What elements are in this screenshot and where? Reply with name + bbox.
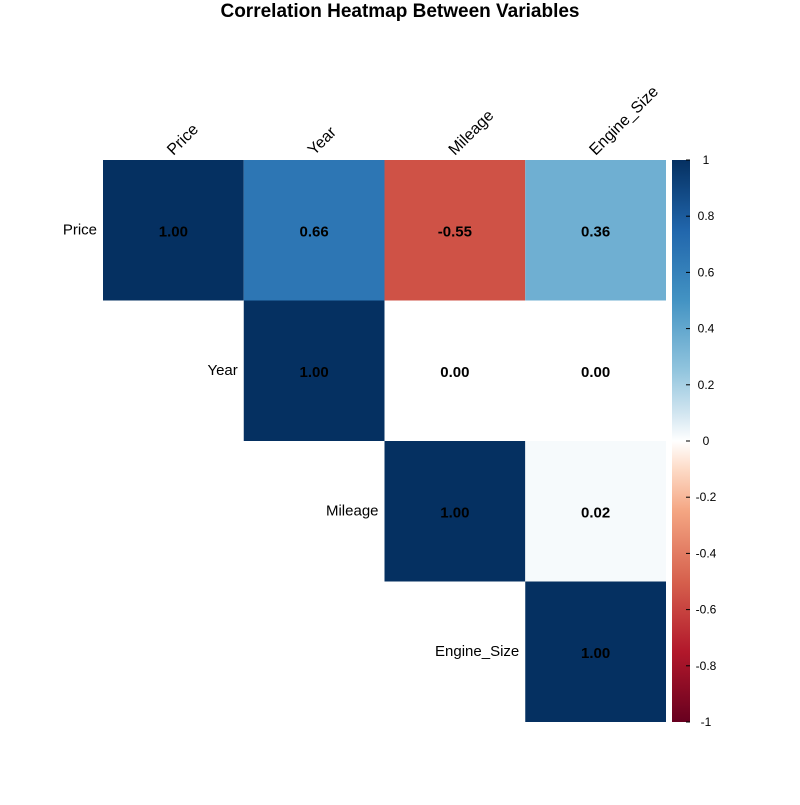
colorbar-tick-label: -0.6 [696, 603, 717, 617]
row-label-engine-size: Engine_Size [435, 643, 519, 660]
heatmap-cell-year-mileage [384, 300, 526, 441]
heatmap-cells [103, 160, 666, 722]
cell-value-label: 0.66 [300, 223, 329, 240]
colorbar-tick-label: -0.2 [696, 490, 717, 504]
heatmap-cell-year-engine-size [525, 300, 666, 441]
column-label-mileage: Mileage [446, 107, 498, 159]
heatmap-cell-year-year [243, 300, 385, 441]
heatmap-cell-price-year [243, 160, 385, 301]
colorbar-tick-label: -0.8 [696, 659, 717, 673]
heatmap-cell-price-engine-size [525, 160, 666, 301]
heatmap-cell-price-mileage [384, 160, 526, 301]
colorbar-tick-label: 0 [703, 434, 710, 448]
colorbar-tick-label: 0.2 [698, 378, 715, 392]
cell-value-label: 0.36 [581, 223, 610, 240]
cell-value-label: 1.00 [440, 504, 469, 521]
column-label-price: Price [164, 121, 202, 159]
cell-value-label: 1.00 [300, 364, 329, 381]
cell-value-label: 1.00 [159, 223, 188, 240]
row-label-year: Year [207, 362, 237, 379]
heatmap-cell-mileage-mileage [384, 441, 526, 582]
chart-title: Correlation Heatmap Between Variables [220, 1, 580, 22]
heatmap-cell-engine-size-engine-size [525, 581, 666, 722]
column-label-engine-size: Engine_Size [586, 83, 662, 159]
column-label-year: Year [305, 123, 340, 158]
colorbar-tick-label: -0.4 [696, 546, 717, 560]
cell-value-label: 0.00 [581, 364, 610, 381]
colorbar-gradient [672, 160, 690, 722]
colorbar: 1 0.8 0.6 0.4 0.2 0 -0.2 -0.4 -0.6 -0.8 -1 [672, 153, 717, 729]
colorbar-tick-label: 1 [703, 153, 710, 167]
heatmap-cell-mileage-engine-size [525, 441, 666, 582]
colorbar-tick-label: -1 [701, 715, 712, 729]
colorbar-tick-label: 0.8 [698, 209, 715, 223]
row-label-mileage: Mileage [326, 502, 379, 519]
colorbar-tick-label: 0.4 [698, 322, 715, 336]
heatmap-cell-price-price [103, 160, 244, 301]
row-label-price: Price [63, 221, 97, 238]
cell-value-label: 1.00 [581, 645, 610, 662]
cell-value-label: 0.02 [581, 504, 610, 521]
cell-value-label: -0.55 [438, 223, 472, 240]
colorbar-tick-label: 0.6 [698, 265, 715, 279]
cell-value-label: 0.00 [440, 364, 469, 381]
